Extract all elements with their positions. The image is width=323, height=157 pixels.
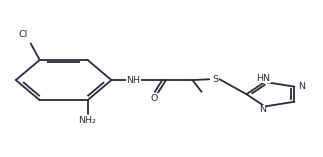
Text: S: S	[212, 75, 218, 84]
Text: O: O	[151, 94, 158, 103]
Text: Cl: Cl	[19, 30, 28, 39]
Text: HN: HN	[256, 73, 270, 83]
Text: NH: NH	[126, 76, 141, 85]
Text: N: N	[259, 105, 266, 114]
Text: NH₂: NH₂	[78, 116, 97, 125]
Text: N: N	[298, 82, 305, 91]
